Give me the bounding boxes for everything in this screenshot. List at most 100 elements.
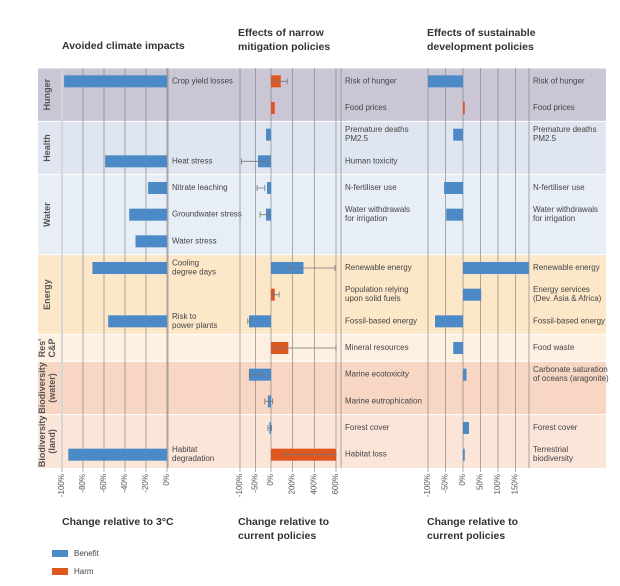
row-label: Risk of hunger <box>345 76 397 85</box>
row-label: Mineral resources <box>345 343 409 352</box>
error-bar <box>274 78 288 85</box>
bar <box>444 182 463 194</box>
group-label: Health <box>42 134 52 162</box>
row-label: Carbonate saturation of oceans (aragonite… <box>533 365 609 383</box>
x-tick-label: 0% <box>162 474 171 486</box>
row-label: Water stress <box>172 236 217 245</box>
bar <box>92 262 167 274</box>
x-tick-label: -50% <box>441 474 450 493</box>
x-tick-label: -100% <box>423 474 432 497</box>
error-bar <box>259 211 270 218</box>
x-tick-label: 200% <box>288 474 297 494</box>
group-band <box>38 174 606 255</box>
group-label: Biodiversity(water) <box>37 362 57 414</box>
bar <box>453 342 463 354</box>
group-label: Biodiversity(land) <box>37 416 57 468</box>
x-axis-label: Change relative to 3°C <box>62 516 174 528</box>
x-tick-label: 50% <box>476 474 485 490</box>
row-label: N-fertiliser use <box>345 183 397 192</box>
group-band <box>38 361 606 415</box>
bar <box>463 422 469 434</box>
x-tick-label: 100% <box>493 474 502 494</box>
error-bar <box>274 345 337 351</box>
row-label: Premature deaths PM2.5 <box>533 125 597 143</box>
error-bar <box>272 291 280 298</box>
row-label: Population relying upon solid fuels <box>345 285 409 303</box>
row-label: Risk to power plants <box>172 312 217 330</box>
bar <box>266 128 271 141</box>
row-label: Forest cover <box>533 423 578 432</box>
error-bar <box>247 318 252 325</box>
bar <box>463 448 465 461</box>
bar <box>446 208 463 221</box>
bar <box>68 448 167 461</box>
x-tick-label: 600% <box>331 474 340 494</box>
x-tick-label: -100% <box>57 474 66 497</box>
x-tick-label: -50% <box>251 474 260 493</box>
error-bar <box>264 398 274 405</box>
legend-swatch <box>52 568 68 575</box>
x-tick-label: -20% <box>141 474 150 493</box>
bar <box>463 262 529 274</box>
x-tick-label: -100% <box>235 474 244 497</box>
bar <box>271 262 304 274</box>
row-label: Food waste <box>533 343 575 352</box>
row-label: Heat stress <box>172 156 212 165</box>
row-label: Nitrate leaching <box>172 183 228 192</box>
bar <box>463 368 467 381</box>
error-bar <box>256 185 266 191</box>
x-axis-label: Change relative to current policies <box>238 516 329 542</box>
x-tick-label: 0% <box>266 474 275 486</box>
row-label: Fossil-based energy <box>533 316 605 325</box>
group-label: Hunger <box>42 78 52 110</box>
row-label: Food prices <box>345 103 387 112</box>
legend-swatch <box>52 550 68 557</box>
bar <box>248 315 271 328</box>
x-tick-label: -40% <box>120 474 129 493</box>
row-label: Crop yield losses <box>172 76 233 85</box>
panel-title: Effects of sustainable development polici… <box>427 27 536 53</box>
row-label: Groundwater stress <box>172 210 242 219</box>
row-label: Premature deaths PM2.5 <box>345 125 409 143</box>
row-label: Water withdrawals for irrigation <box>533 205 598 223</box>
error-bar <box>283 451 337 458</box>
group-label: Water <box>42 202 52 227</box>
row-label: Habitat loss <box>345 450 387 459</box>
row-label: Human toxicity <box>345 156 397 165</box>
row-label: Habitat degradation <box>172 445 214 463</box>
legend-label: Benefit <box>74 549 100 558</box>
error-bar <box>241 158 269 165</box>
row-label: Cooling degree days <box>172 259 216 277</box>
row-label: Renewable energy <box>533 263 600 272</box>
x-tick-label: 0% <box>458 474 467 486</box>
bar <box>453 128 463 141</box>
x-axis-label: Change relative to current policies <box>427 516 518 542</box>
bar <box>271 102 275 114</box>
bar <box>64 75 167 88</box>
panel-title: Effects of narrow mitigation policies <box>238 27 330 53</box>
row-label: N-fertiliser use <box>533 183 585 192</box>
row-label: Marine eutrophication <box>345 396 422 405</box>
row-label: Marine ecotoxicity <box>345 370 409 379</box>
row-label: Fossil-based energy <box>345 316 417 325</box>
bar <box>148 182 167 194</box>
row-label: Forest cover <box>345 423 390 432</box>
bar <box>266 182 271 194</box>
row-label: Risk of hunger <box>533 76 585 85</box>
panel-title: Avoided climate impacts <box>62 40 185 52</box>
group-label: Res'C&P <box>37 338 57 357</box>
bar <box>129 208 167 221</box>
bar <box>435 315 463 328</box>
x-tick-label: 150% <box>511 474 520 494</box>
bar <box>463 102 465 114</box>
x-tick-label: -80% <box>78 474 87 493</box>
error-bar <box>289 265 336 271</box>
error-bar <box>248 371 263 378</box>
bar <box>135 235 167 248</box>
row-label: Water withdrawals for irrigation <box>345 205 410 223</box>
row-label: Energy services (Dev. Asia & Africa) <box>533 285 602 303</box>
error-bar <box>267 425 272 431</box>
x-tick-label: -60% <box>99 474 108 493</box>
row-label: Renewable energy <box>345 263 412 272</box>
